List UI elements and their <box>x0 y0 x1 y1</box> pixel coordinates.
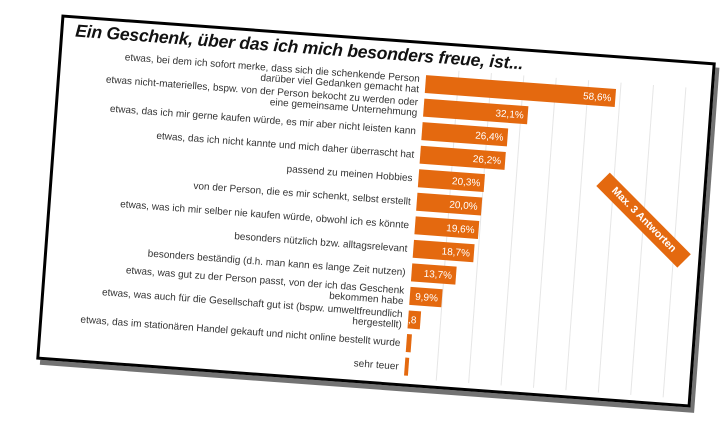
chart-card: Ein Geschenk, über das ich mich besonder… <box>36 14 716 408</box>
bar <box>414 216 480 239</box>
gridline <box>565 80 590 391</box>
gridline <box>597 82 622 393</box>
category-label: hergestellt) <box>352 316 402 331</box>
gridline <box>468 73 492 384</box>
bar <box>410 263 457 285</box>
bar <box>412 239 475 263</box>
value-label: 20,0% <box>449 200 478 213</box>
bar <box>417 169 485 193</box>
bar <box>405 334 412 353</box>
value-label: 18,7% <box>441 246 470 259</box>
gridline <box>630 84 654 395</box>
bar <box>407 310 422 330</box>
value-label: 20,3% <box>452 176 481 189</box>
bar <box>424 75 617 108</box>
value-label: 19,6% <box>446 223 475 236</box>
value-label: 13,7% <box>423 269 452 282</box>
bar-chart: 58,6%etwas, bei dem ich sofort merke, da… <box>80 52 687 398</box>
bar <box>423 98 529 125</box>
value-label: 26,2% <box>472 154 501 167</box>
value-label: 32,1% <box>495 108 524 121</box>
category-label: von der Person, die es mir schenkt, selb… <box>193 181 411 208</box>
bar <box>421 122 509 147</box>
gridline <box>500 75 525 386</box>
value-label: 26,4% <box>475 131 504 144</box>
category-label: passend zu meinen Hobbies <box>286 164 413 184</box>
value-label: 9,9% <box>415 292 439 305</box>
bar <box>416 192 483 216</box>
category-label: besonders nützlich bzw. alltagsrelevant <box>234 231 408 255</box>
category-label: sehr teuer <box>353 358 399 372</box>
value-label: 58,6% <box>583 91 612 104</box>
category-label: bekommen habe <box>329 291 405 307</box>
bar <box>404 357 410 376</box>
bar <box>409 286 443 308</box>
gridline <box>532 77 557 388</box>
value-label: 3,8 <box>402 315 417 327</box>
category-label: etwas, das ich nicht kannte und mich dah… <box>156 131 415 161</box>
bar <box>419 145 506 170</box>
